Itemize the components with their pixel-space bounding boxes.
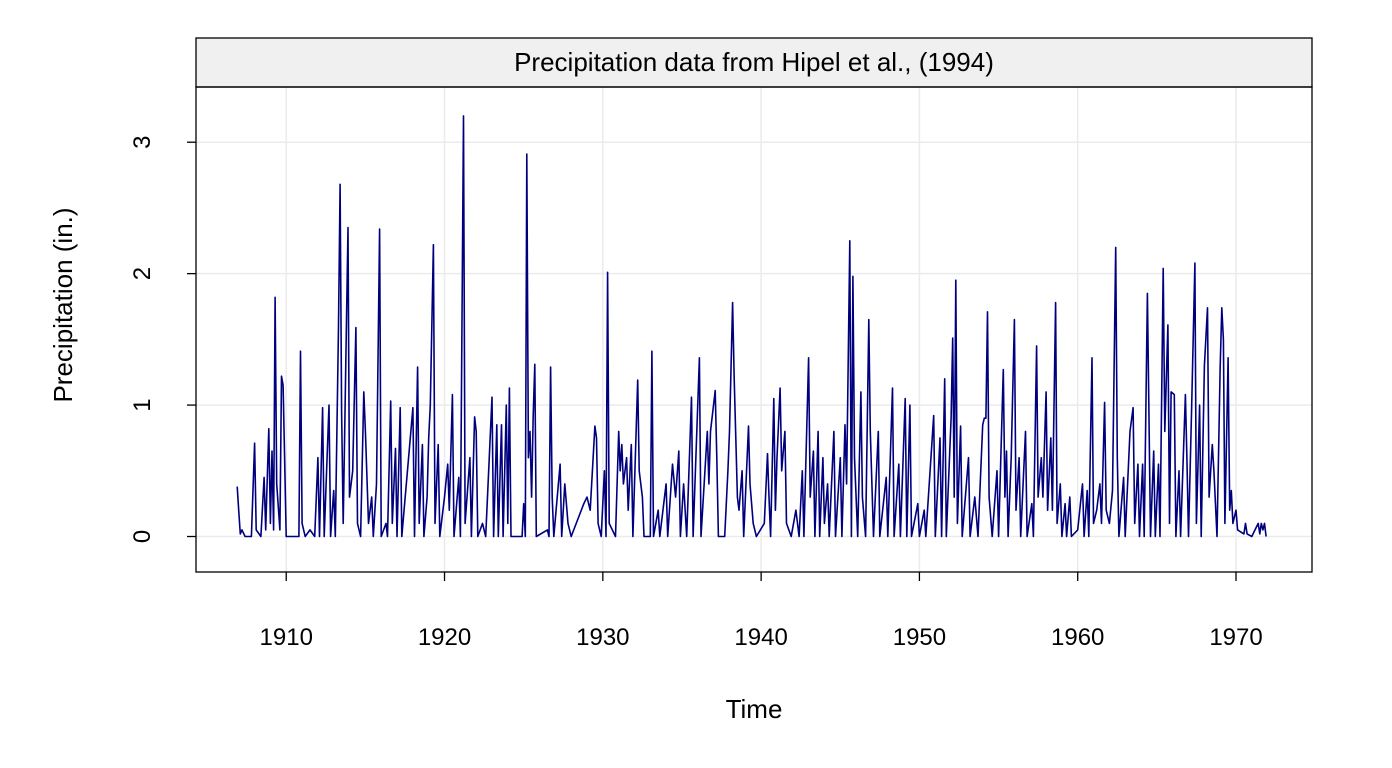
x-axis: 1910 1920 1930 1940 1950 1960 1970 <box>260 572 1263 651</box>
strip-background <box>195 37 1313 88</box>
y-tick-label: 2 <box>129 267 156 280</box>
precipitation-series-line <box>236 115 1267 538</box>
grid <box>196 87 1312 572</box>
x-axis-label: Time <box>726 694 783 724</box>
x-tick-label: 1920 <box>418 624 471 651</box>
x-tick-label: 1960 <box>1051 624 1104 651</box>
y-axis: 0 1 2 3 <box>129 136 196 543</box>
series-group <box>236 115 1267 538</box>
x-tick-label: 1930 <box>576 624 629 651</box>
y-axis-label: Precipitation (in.) <box>48 207 78 402</box>
chart-title: Precipitation data from Hipel et al., (1… <box>514 47 994 77</box>
y-tick-label: 0 <box>129 530 156 543</box>
x-tick-label: 1910 <box>260 624 313 651</box>
x-tick-label: 1940 <box>734 624 787 651</box>
x-tick-label: 1970 <box>1209 624 1262 651</box>
y-tick-label: 1 <box>129 398 156 411</box>
x-tick-label: 1950 <box>893 624 946 651</box>
plot-frame <box>195 86 1313 573</box>
y-tick-label: 3 <box>129 136 156 149</box>
